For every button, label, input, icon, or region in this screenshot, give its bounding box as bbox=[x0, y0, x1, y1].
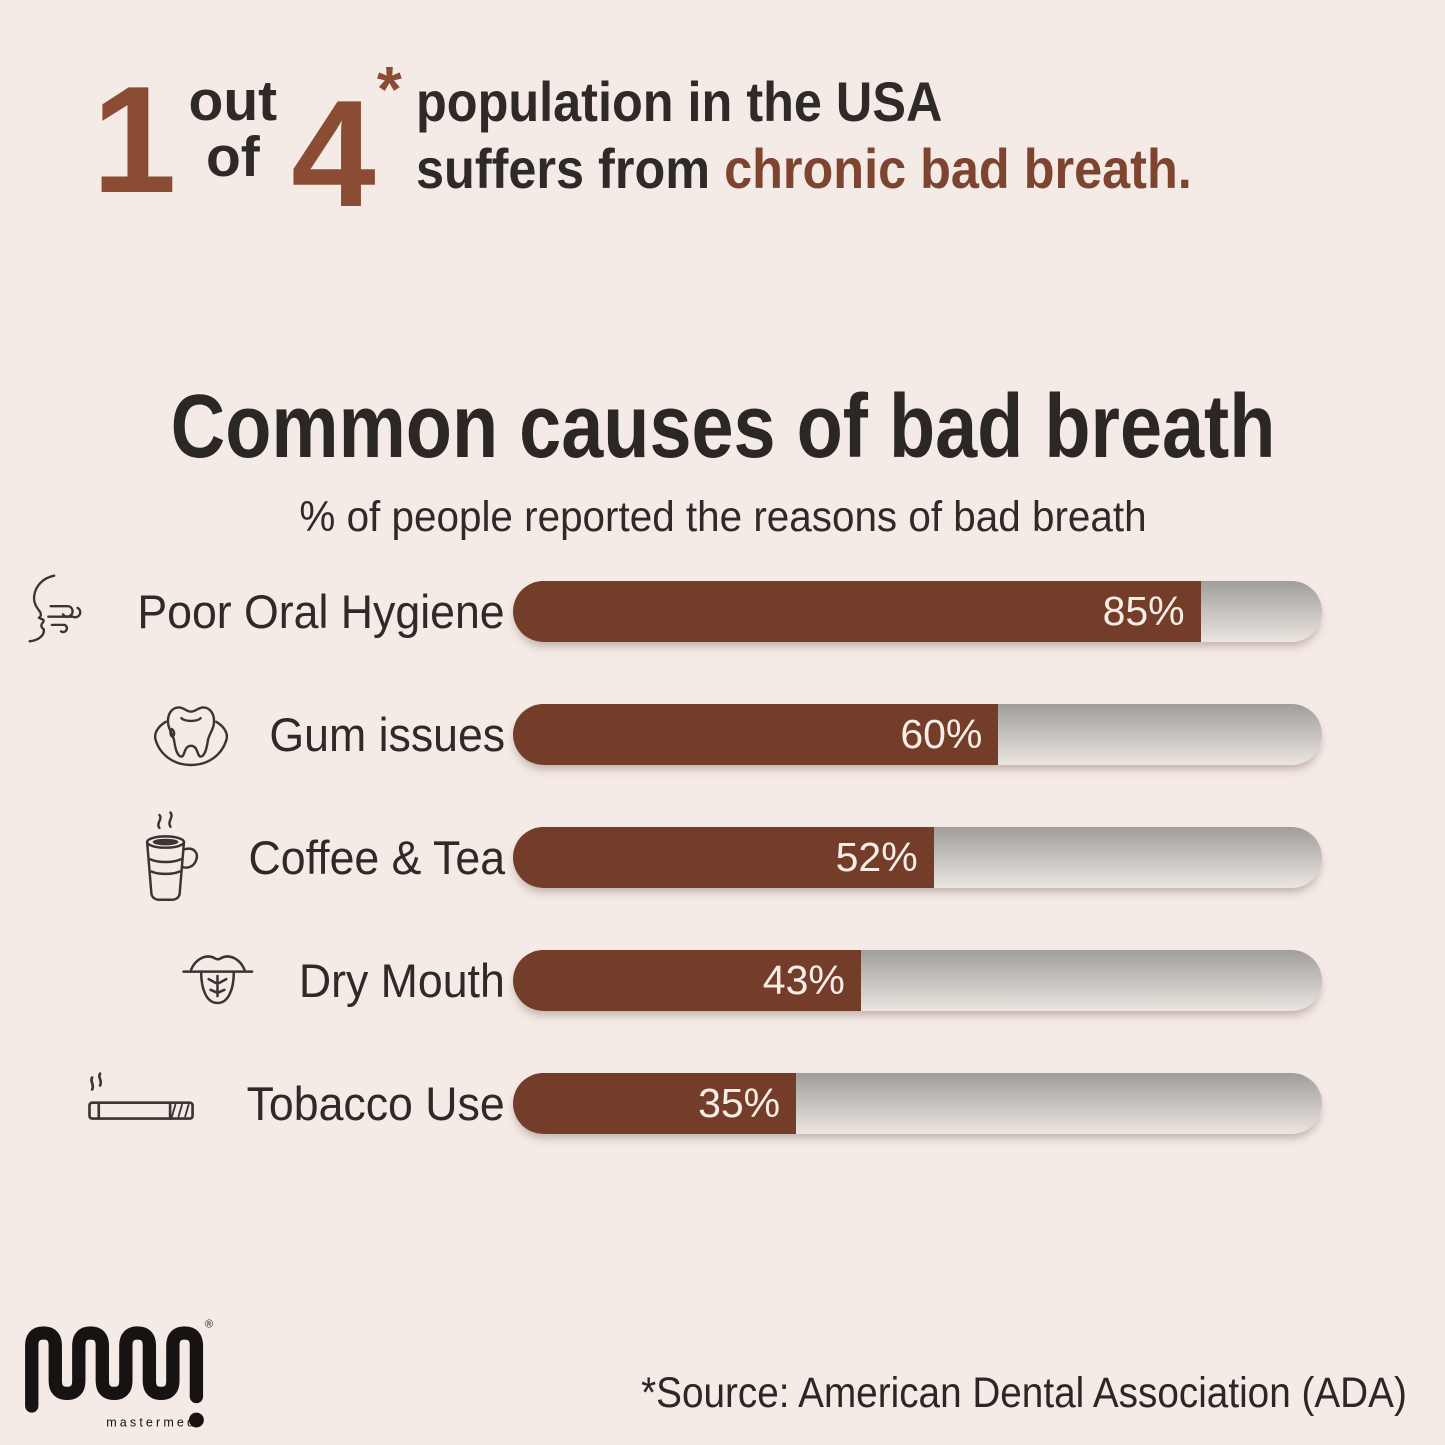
chart-row-poor-oral-hygiene: Poor Oral Hygiene 85% bbox=[0, 550, 1445, 673]
chart-row-tobacco-use: Tobacco Use 35% bbox=[0, 1042, 1445, 1165]
headline-highlight: chronic bad breath. bbox=[723, 137, 1192, 201]
header-statistic: 1 out of 4 * population in the USA suffe… bbox=[92, 53, 1278, 230]
category-label: Poor Oral Hygiene bbox=[137, 585, 505, 638]
bar-fill: 52% bbox=[513, 827, 934, 888]
bar-fill: 85% bbox=[513, 581, 1201, 642]
tooth-gum-icon bbox=[149, 692, 233, 778]
mastermedi-logo: mastermedi ® bbox=[20, 1310, 216, 1441]
chart-title: Common causes of bad breath bbox=[170, 377, 1275, 477]
headline-line1: population in the USA bbox=[415, 70, 943, 133]
bar-value-label: 85% bbox=[1102, 588, 1185, 634]
breath-face-icon bbox=[12, 569, 94, 655]
bar-fill: 60% bbox=[513, 704, 999, 765]
category-label: Gum issues bbox=[269, 708, 505, 761]
bar-fill: 43% bbox=[513, 950, 861, 1011]
category-label: Dry Mouth bbox=[299, 954, 505, 1007]
coffee-cup-icon bbox=[125, 810, 211, 906]
bar-fill: 35% bbox=[513, 1073, 797, 1134]
of-label: of bbox=[205, 124, 260, 189]
chart-row-gum-issues: Gum issues 60% bbox=[0, 673, 1445, 796]
cigarette-icon bbox=[81, 1067, 209, 1141]
bar-chart: Poor Oral Hygiene 85% Gum issues bbox=[0, 550, 1445, 1165]
denominator-digit: 4 bbox=[291, 69, 376, 239]
logo-wordmark: mastermedi bbox=[106, 1415, 203, 1429]
bar-value-label: 52% bbox=[835, 834, 918, 880]
bar-track: 43% bbox=[513, 950, 1322, 1011]
bar-track: 60% bbox=[513, 704, 1322, 765]
bar-value-label: 35% bbox=[698, 1080, 781, 1126]
chart-row-coffee-tea: Coffee & Tea 52% bbox=[0, 796, 1445, 919]
numerator-digit: 1 bbox=[92, 55, 177, 225]
out-of-stack: out of bbox=[188, 69, 278, 189]
headline-line2: suffers from chronic bad breath. bbox=[416, 135, 1192, 202]
registered-trademark-symbol: ® bbox=[205, 1319, 213, 1331]
footnote-asterisk: * bbox=[376, 53, 402, 125]
bar-track: 85% bbox=[513, 581, 1322, 642]
bar-value-label: 43% bbox=[762, 957, 845, 1003]
bar-value-label: 60% bbox=[900, 711, 983, 757]
denominator-wrap: 4 * bbox=[291, 53, 402, 230]
bar-track: 35% bbox=[513, 1073, 1322, 1134]
category-label: Coffee & Tea bbox=[248, 831, 505, 884]
bar-track: 52% bbox=[513, 827, 1322, 888]
category-label: Tobacco Use bbox=[246, 1077, 505, 1130]
chart-subtitle: % of people reported the reasons of bad … bbox=[298, 493, 1147, 541]
out-label: out bbox=[188, 69, 278, 133]
dry-tongue-icon bbox=[176, 937, 264, 1025]
headline-text: population in the USA suffers from chron… bbox=[416, 68, 1192, 202]
headline-line2-prefix: suffers from bbox=[415, 137, 724, 201]
chart-row-dry-mouth: Dry Mouth 43% bbox=[0, 919, 1445, 1042]
source-citation: *Source: American Dental Association (AD… bbox=[641, 1369, 1407, 1417]
logo-exclamation-dot bbox=[188, 1412, 204, 1428]
